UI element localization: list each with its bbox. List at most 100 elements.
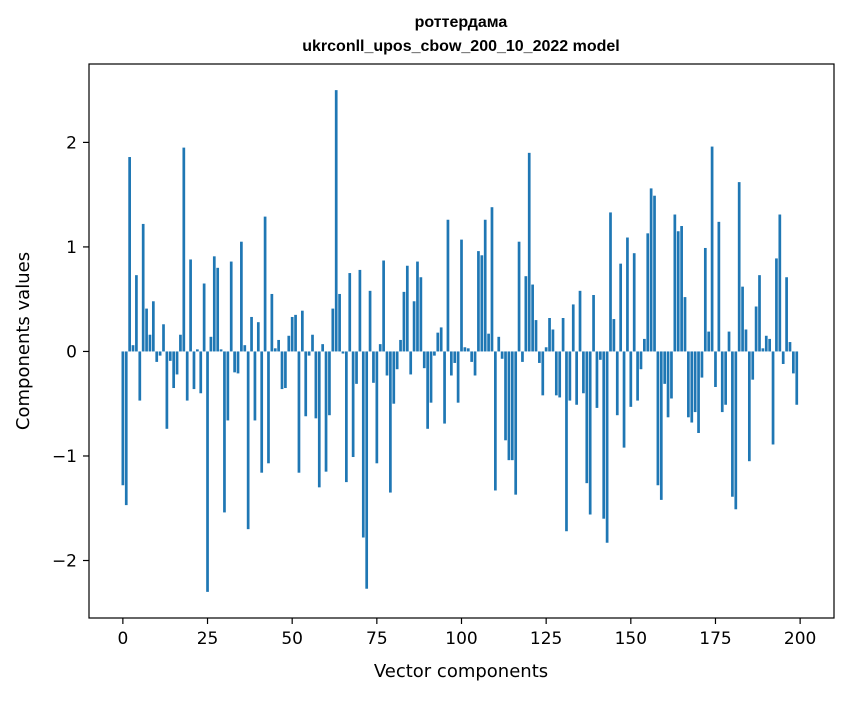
chart-title-line2: ukrconll_upos_cbow_200_10_2022 model xyxy=(302,38,619,55)
bar xyxy=(300,310,304,352)
bar xyxy=(402,291,406,352)
bar xyxy=(162,324,165,352)
bar xyxy=(653,195,656,352)
bar xyxy=(172,351,176,389)
bar xyxy=(741,286,744,352)
bar xyxy=(294,314,297,352)
bar xyxy=(348,273,352,352)
bar xyxy=(676,231,680,352)
bar xyxy=(744,329,748,352)
bar xyxy=(771,351,775,445)
y-axis-ticks: −2 −1 0 1 2 xyxy=(52,133,89,572)
bar xyxy=(514,351,518,495)
bar xyxy=(290,316,294,352)
bar xyxy=(775,258,778,352)
y-tick-label: 1 xyxy=(66,238,77,258)
bar xyxy=(588,351,592,515)
bar xyxy=(304,351,308,417)
bar xyxy=(720,351,724,413)
bar xyxy=(253,351,257,421)
bar xyxy=(764,335,768,352)
bar xyxy=(358,269,362,352)
bar xyxy=(795,351,799,405)
bar xyxy=(670,351,673,399)
bar xyxy=(788,342,792,352)
bar xyxy=(145,308,148,352)
bar xyxy=(385,351,389,376)
bar xyxy=(182,147,186,352)
bar xyxy=(443,351,446,424)
x-tick-label: 25 xyxy=(197,629,219,649)
bar xyxy=(477,251,480,352)
bar xyxy=(578,290,582,352)
bar xyxy=(206,351,209,592)
bar xyxy=(124,351,128,506)
bar xyxy=(311,334,314,352)
bar xyxy=(687,351,690,418)
chart-title-line1: роттердама xyxy=(415,14,508,31)
bar xyxy=(273,348,277,352)
bar xyxy=(758,275,761,352)
bar xyxy=(314,351,318,419)
bar xyxy=(223,351,226,513)
bar xyxy=(422,351,426,369)
bar xyxy=(768,338,772,352)
bar xyxy=(267,351,270,464)
bar xyxy=(649,188,653,352)
plot-frame xyxy=(88,63,835,619)
bar xyxy=(375,351,379,464)
bar xyxy=(368,290,372,352)
x-tick-label: 75 xyxy=(366,629,388,649)
bar xyxy=(341,351,345,354)
bar xyxy=(494,351,497,491)
bar xyxy=(151,301,155,352)
bar xyxy=(615,351,619,416)
bar xyxy=(399,339,402,352)
bar xyxy=(707,331,711,352)
bar xyxy=(328,351,331,416)
bar xyxy=(571,304,575,352)
bar xyxy=(792,351,795,374)
bar xyxy=(345,351,348,483)
y-tick-label: 0 xyxy=(66,342,77,362)
bar xyxy=(592,295,595,352)
x-tick-label: 125 xyxy=(530,629,562,649)
bar xyxy=(365,351,369,589)
bar xyxy=(544,347,548,352)
bar xyxy=(656,351,660,486)
bar xyxy=(280,351,284,390)
bar xyxy=(321,344,325,352)
bar xyxy=(270,293,274,352)
bar xyxy=(229,261,233,352)
bar xyxy=(534,320,538,352)
bar xyxy=(307,351,311,356)
x-tick-label: 150 xyxy=(615,629,647,649)
bar xyxy=(199,351,203,394)
bar xyxy=(480,255,484,352)
bar xyxy=(372,351,375,383)
bar xyxy=(761,348,765,352)
bar xyxy=(639,351,643,370)
bar xyxy=(324,351,328,472)
bar xyxy=(148,334,152,352)
bar xyxy=(449,351,453,376)
bar xyxy=(209,336,213,352)
bar xyxy=(473,351,477,376)
bar xyxy=(216,267,220,352)
bar xyxy=(565,351,568,532)
bar xyxy=(598,351,602,360)
bar xyxy=(524,276,528,352)
bar xyxy=(470,351,474,362)
bar xyxy=(456,351,460,403)
bar xyxy=(297,351,301,473)
bar xyxy=(541,351,545,396)
bar xyxy=(568,351,572,401)
bar xyxy=(595,351,599,408)
bar xyxy=(659,351,663,500)
bar xyxy=(260,351,264,473)
x-axis-ticks: 0 25 50 75 100 125 150 175 200 xyxy=(117,618,816,649)
bar xyxy=(460,239,463,352)
bar xyxy=(236,351,240,374)
bar xyxy=(168,351,172,361)
